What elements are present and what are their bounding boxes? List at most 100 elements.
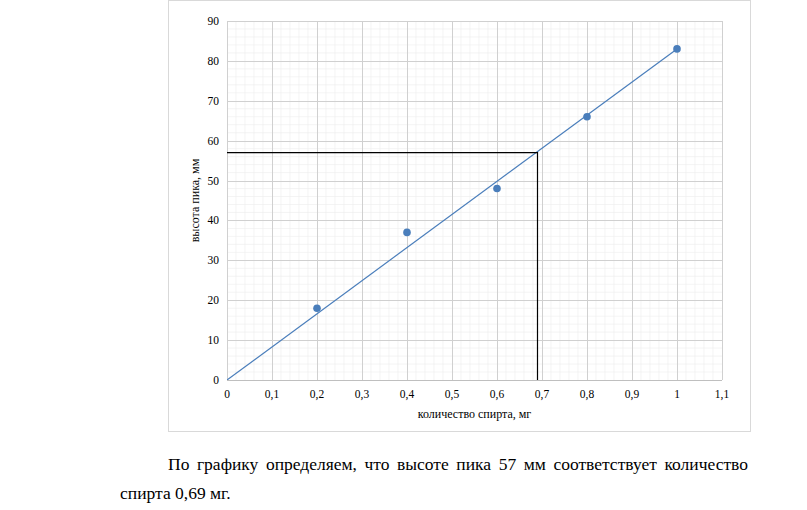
minor-grid-line: [389, 21, 390, 380]
minor-grid-line: [479, 21, 480, 380]
minor-grid-line: [524, 21, 525, 380]
minor-grid-line: [425, 21, 426, 380]
minor-grid-line: [227, 364, 722, 365]
grid-line: [362, 21, 363, 380]
minor-grid-line: [308, 21, 309, 380]
minor-grid-line: [227, 204, 722, 205]
grid-line: [227, 300, 722, 301]
minor-grid-line: [227, 292, 722, 293]
minor-grid-line: [227, 116, 722, 117]
minor-grid-line: [227, 188, 722, 189]
grid-line: [317, 21, 318, 380]
minor-grid-line: [227, 84, 722, 85]
grid-line: [632, 21, 633, 380]
y-tick-label: 0: [213, 374, 219, 386]
minor-grid-line: [227, 244, 722, 245]
minor-grid-line: [551, 21, 552, 380]
minor-grid-line: [227, 276, 722, 277]
minor-grid-line: [515, 21, 516, 380]
minor-grid-line: [227, 52, 722, 53]
chart: 010203040506070809000,10,20,30,40,50,60,…: [0, 0, 807, 510]
minor-grid-line: [344, 21, 345, 380]
minor-grid-line: [335, 21, 336, 380]
minor-grid-line: [461, 21, 462, 380]
grid-line: [227, 181, 722, 182]
grid-line: [272, 21, 273, 380]
y-tick-label: 70: [208, 95, 220, 107]
x-tick-label: 0,4: [400, 388, 415, 401]
x-axis-title: количество спирта, мг: [418, 407, 532, 421]
line: [227, 49, 677, 380]
plot-data: [227, 45, 681, 380]
x-tick-label: 0,8: [580, 388, 595, 401]
minor-grid-line: [227, 372, 722, 373]
grid-line: [227, 260, 722, 261]
minor-grid-line: [227, 268, 722, 269]
minor-grid-line: [353, 21, 354, 380]
minor-grid-line: [623, 21, 624, 380]
x-tick-label: 0,6: [490, 388, 505, 401]
y-tick-label: 40: [208, 214, 220, 226]
minor-grid-line: [326, 21, 327, 380]
minor-grid-line: [686, 21, 687, 380]
y-tick-label: 80: [208, 55, 220, 67]
minor-grid-line: [236, 21, 237, 380]
grid-line: [227, 21, 228, 380]
minor-grid-line: [416, 21, 417, 380]
minor-grid-line: [227, 332, 722, 333]
grid-line: [227, 340, 722, 341]
minor-grid-line: [659, 21, 660, 380]
grid-line: [497, 21, 498, 380]
minor-grid-line: [227, 316, 722, 317]
minor-grid-line: [713, 21, 714, 380]
x-tick-label: 1: [674, 388, 680, 400]
x-axis-line: [227, 380, 722, 381]
grid-line: [227, 21, 722, 22]
minor-grid-line: [443, 21, 444, 380]
minor-grid-line: [254, 21, 255, 380]
minor-grid-line: [371, 21, 372, 380]
grid-line: [227, 61, 722, 62]
x-tick-label: 0,9: [625, 388, 640, 401]
minor-grid-line: [614, 21, 615, 380]
grid-line: [227, 141, 722, 142]
grid-line: [587, 21, 588, 380]
point: [583, 113, 591, 121]
minor-grid-line: [227, 172, 722, 173]
y-tick-label: 10: [208, 334, 220, 346]
minor-grid-line: [650, 21, 651, 380]
point: [493, 185, 501, 193]
minor-grid-line: [506, 21, 507, 380]
minor-grid-line: [227, 68, 722, 69]
minor-grid-line: [596, 21, 597, 380]
minor-grid-line: [668, 21, 669, 380]
minor-grid-line: [227, 36, 722, 37]
minor-grid-line: [227, 348, 722, 349]
minor-grid-line: [380, 21, 381, 380]
grid: [227, 21, 723, 381]
minor-grid-line: [281, 21, 282, 380]
minor-grid-line: [227, 236, 722, 237]
minor-grid-line: [227, 156, 722, 157]
grid-line: [227, 220, 722, 221]
caption: По графику определяем, что высоте пика 5…: [120, 450, 748, 508]
minor-grid-line: [263, 21, 264, 380]
line: [227, 153, 538, 380]
minor-grid-line: [569, 21, 570, 380]
y-tick-label: 60: [208, 135, 220, 147]
x-tick-label: 0,3: [355, 388, 370, 401]
minor-grid-line: [398, 21, 399, 380]
point: [673, 45, 681, 53]
minor-grid-line: [488, 21, 489, 380]
grid-line: [452, 21, 453, 380]
minor-grid-line: [227, 76, 722, 77]
minor-grid-line: [227, 196, 722, 197]
minor-grid-line: [560, 21, 561, 380]
minor-grid-line: [290, 21, 291, 380]
minor-grid-line: [245, 21, 246, 380]
grid-line: [722, 21, 723, 380]
grid-line: [677, 21, 678, 380]
minor-grid-line: [695, 21, 696, 380]
minor-grid-line: [227, 252, 722, 253]
y-tick-label: 90: [208, 15, 220, 27]
